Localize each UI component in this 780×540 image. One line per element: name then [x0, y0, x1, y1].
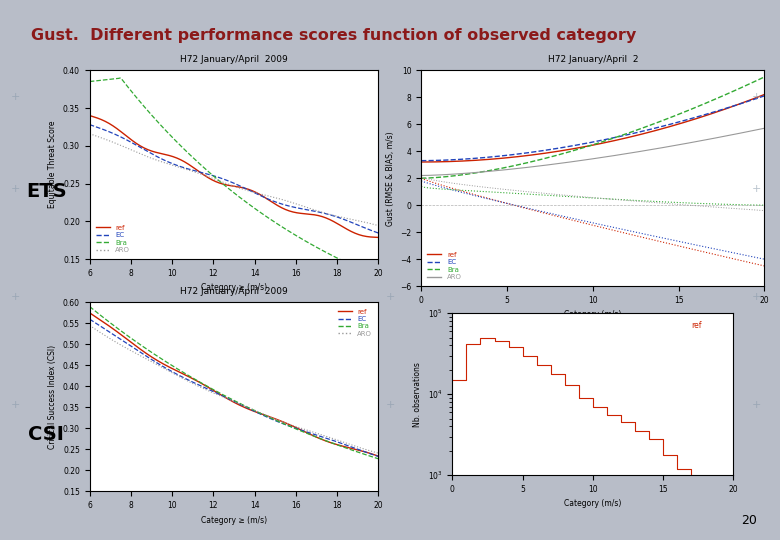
Text: CSI: CSI — [29, 425, 64, 444]
Text: +: + — [11, 92, 20, 102]
Y-axis label: Critical Success Index (CSI): Critical Success Index (CSI) — [48, 345, 58, 449]
Text: +: + — [11, 292, 20, 302]
Text: 20: 20 — [741, 514, 757, 526]
Text: RMSE/Bias: RMSE/Bias — [606, 90, 712, 107]
Text: +: + — [752, 184, 761, 194]
X-axis label: Category (m/s): Category (m/s) — [564, 310, 622, 320]
Text: +: + — [11, 184, 20, 194]
Y-axis label: Gust (RMSE & BIAS, m/s): Gust (RMSE & BIAS, m/s) — [385, 131, 395, 226]
Text: ETS: ETS — [26, 182, 67, 201]
Text: +: + — [752, 92, 761, 102]
Text: +: + — [752, 292, 761, 302]
Title: H72 January/April  2009: H72 January/April 2009 — [180, 55, 288, 64]
Title: H72 January/April  2009: H72 January/April 2009 — [180, 287, 288, 296]
Text: +: + — [752, 400, 761, 410]
Y-axis label: Nb. observations: Nb. observations — [413, 362, 422, 427]
Text: Gust.  Different performance scores function of observed category: Gust. Different performance scores funct… — [31, 28, 636, 43]
Legend: ref, EC, Bra, ARO: ref, EC, Bra, ARO — [335, 306, 375, 340]
Text: +: + — [11, 400, 20, 410]
Title: H72 January/April  2: H72 January/April 2 — [548, 55, 638, 64]
X-axis label: Category ≥ (m/s): Category ≥ (m/s) — [201, 516, 267, 525]
Text: ref: ref — [691, 321, 701, 330]
X-axis label: Category (m/s): Category (m/s) — [564, 500, 622, 509]
X-axis label: Category ≥ (m/s): Category ≥ (m/s) — [201, 284, 267, 293]
Y-axis label: Equitable Threat Score: Equitable Threat Score — [48, 121, 58, 208]
Text: +: + — [385, 292, 395, 302]
Text: +: + — [385, 400, 395, 410]
Legend: ref, EC, Bra, ARO: ref, EC, Bra, ARO — [93, 222, 133, 256]
Legend: ref, EC, Bra, ARO: ref, EC, Bra, ARO — [424, 249, 465, 283]
